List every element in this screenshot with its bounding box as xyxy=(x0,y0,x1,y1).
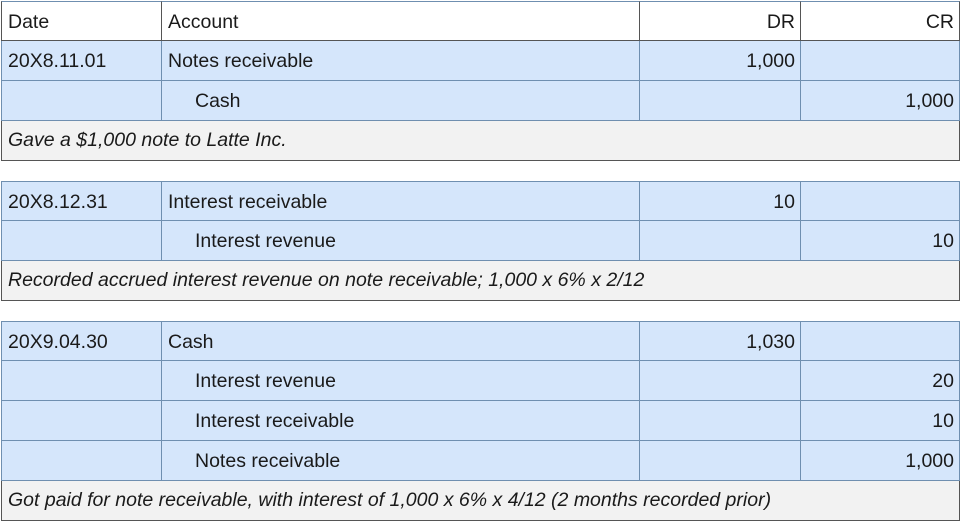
table-row: 20X8.12.31 Interest receivable 10 xyxy=(1,181,960,221)
entry-account: Notes receivable xyxy=(162,41,640,81)
table-row: 20X8.11.01 Notes receivable 1,000 xyxy=(1,41,960,81)
entry-credit: 1,000 xyxy=(801,81,960,121)
header-dr: DR xyxy=(640,1,801,41)
entry-account: Interest receivable xyxy=(162,181,640,221)
entry-debit: 1,000 xyxy=(640,41,801,81)
entry-date xyxy=(1,401,162,441)
entry-credit xyxy=(801,181,960,221)
entry-credit: 10 xyxy=(801,221,960,261)
entry-date: 20X8.11.01 xyxy=(1,41,162,81)
header-cr: CR xyxy=(801,1,960,41)
entry-account: Cash xyxy=(162,321,640,361)
entry-debit xyxy=(640,401,801,441)
journal-entry-3: 20X9.04.30 Cash 1,030 Interest revenue 2… xyxy=(1,321,960,521)
table-row: Notes receivable 1,000 xyxy=(1,441,960,481)
entry-date xyxy=(1,361,162,401)
entry-note: Recorded accrued interest revenue on not… xyxy=(1,261,960,301)
entry-debit xyxy=(640,221,801,261)
entry-date: 20X9.04.30 xyxy=(1,321,162,361)
entry-date: 20X8.12.31 xyxy=(1,181,162,221)
entry-credit xyxy=(801,41,960,81)
entry-account: Interest receivable xyxy=(162,401,640,441)
journal-entry-2: 20X8.12.31 Interest receivable 10 Intere… xyxy=(1,181,960,301)
entry-account: Interest revenue xyxy=(162,221,640,261)
entry-credit xyxy=(801,321,960,361)
table-row: Interest revenue 10 xyxy=(1,221,960,261)
entry-debit xyxy=(640,81,801,121)
entry-account: Cash xyxy=(162,81,640,121)
entry-credit: 20 xyxy=(801,361,960,401)
header-date: Date xyxy=(1,1,162,41)
entry-credit: 1,000 xyxy=(801,441,960,481)
table-row: Cash 1,000 xyxy=(1,81,960,121)
entry-date xyxy=(1,441,162,481)
entry-account: Interest revenue xyxy=(162,361,640,401)
table-header-row: Date Account DR CR xyxy=(1,1,960,41)
entry-date xyxy=(1,81,162,121)
entry-credit: 10 xyxy=(801,401,960,441)
table-row: Interest receivable 10 xyxy=(1,401,960,441)
table-row: 20X9.04.30 Cash 1,030 xyxy=(1,321,960,361)
journal-entry-1: Date Account DR CR 20X8.11.01 Notes rece… xyxy=(1,1,960,161)
entry-debit: 1,030 xyxy=(640,321,801,361)
entry-note: Got paid for note receivable, with inter… xyxy=(1,481,960,521)
entry-note: Gave a $1,000 note to Latte Inc. xyxy=(1,121,960,161)
entry-account: Notes receivable xyxy=(162,441,640,481)
entry-date xyxy=(1,221,162,261)
table-row: Interest revenue 20 xyxy=(1,361,960,401)
header-account: Account xyxy=(162,1,640,41)
entry-debit xyxy=(640,361,801,401)
entry-debit xyxy=(640,441,801,481)
entry-debit: 10 xyxy=(640,181,801,221)
